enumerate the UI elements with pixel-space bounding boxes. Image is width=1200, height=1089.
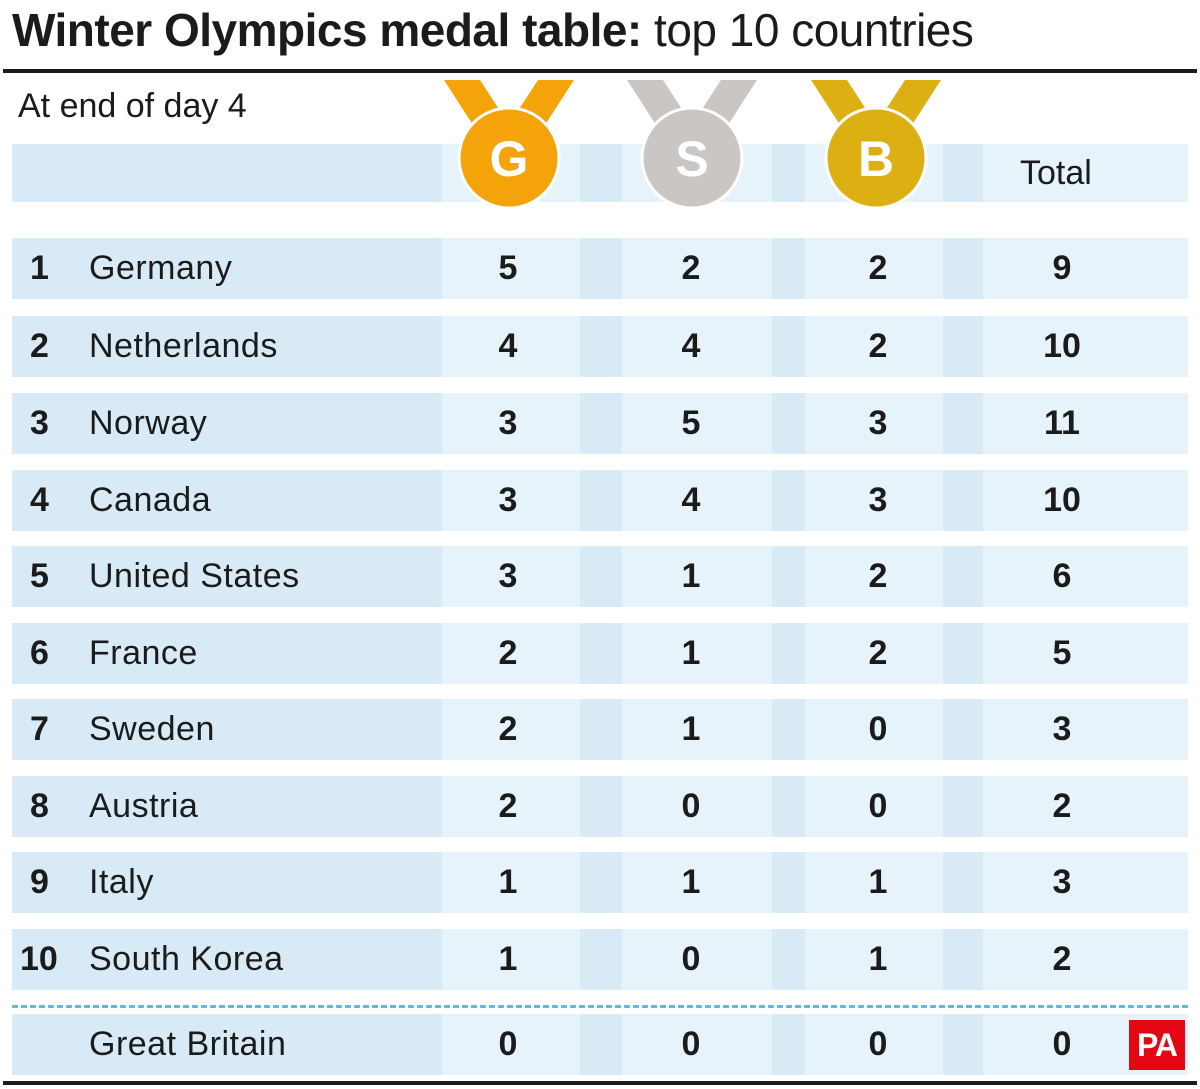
silver-cell: 4 <box>681 327 701 365</box>
title-bold: Winter Olympics medal table: <box>12 4 642 56</box>
silver-cell: 1 <box>681 557 701 595</box>
bronze-cell: 0 <box>868 710 888 748</box>
gold-cell: 4 <box>498 327 518 365</box>
country-cell: Germany <box>89 249 233 287</box>
bronze-cell: 2 <box>868 327 888 365</box>
table-row: 6 France 2 1 2 5 <box>12 623 1188 684</box>
silver-cell: 1 <box>681 710 701 748</box>
country-cell: France <box>89 634 198 672</box>
total-cell: 11 <box>1044 404 1080 442</box>
header-band: Total <box>12 144 1188 202</box>
gold-cell: 1 <box>498 863 518 901</box>
bronze-medal-icon: B <box>811 80 941 210</box>
gold-cell: 0 <box>498 1025 518 1063</box>
silver-cell: 5 <box>681 404 701 442</box>
gold-cell: 1 <box>498 940 518 978</box>
chart-title: Winter Olympics medal table: top 10 coun… <box>12 2 974 58</box>
bronze-letter: B <box>858 131 894 187</box>
table-row: 5 United States 3 1 2 6 <box>12 546 1188 607</box>
silver-cell: 1 <box>681 634 701 672</box>
country-cell: Canada <box>89 481 212 519</box>
dashed-divider <box>12 1005 1188 1008</box>
country-cell: Italy <box>89 863 154 901</box>
table-row: 4 Canada 3 4 3 10 <box>12 470 1188 531</box>
table-row: 1 Germany 5 2 2 9 <box>12 238 1188 299</box>
rank-cell: 6 <box>30 634 49 672</box>
country-cell: Great Britain <box>89 1025 287 1063</box>
rank-cell: 10 <box>20 940 58 978</box>
extra-row-great-britain: Great Britain 0 0 0 0 <box>12 1014 1188 1075</box>
country-cell: Norway <box>89 404 208 442</box>
bronze-cell: 2 <box>868 249 888 287</box>
rank-cell: 8 <box>30 787 49 825</box>
total-cell: 2 <box>1052 787 1072 825</box>
silver-letter: S <box>675 131 708 187</box>
table-row: 8 Austria 2 0 0 2 <box>12 776 1188 837</box>
silver-cell: 0 <box>681 1025 701 1063</box>
table-row: 3 Norway 3 5 3 11 <box>12 393 1188 454</box>
table-row: 2 Netherlands 4 4 2 10 <box>12 316 1188 377</box>
silver-cell: 4 <box>681 481 701 519</box>
rank-cell: 2 <box>30 327 49 365</box>
header-total: Total <box>1020 153 1092 192</box>
gold-cell: 2 <box>498 787 518 825</box>
total-cell: 2 <box>1052 940 1072 978</box>
top-rule <box>3 69 1197 73</box>
silver-cell: 0 <box>681 787 701 825</box>
rank-cell: 4 <box>30 481 49 519</box>
gold-medal-icon: G <box>444 80 574 210</box>
title-light: top 10 countries <box>654 4 974 56</box>
total-cell: 10 <box>1043 327 1081 365</box>
gold-cell: 2 <box>498 634 518 672</box>
silver-cell: 2 <box>681 249 701 287</box>
pa-logo: PA <box>1129 1020 1185 1070</box>
gold-cell: 3 <box>498 481 518 519</box>
total-cell: 10 <box>1043 481 1081 519</box>
bronze-cell: 1 <box>868 940 888 978</box>
country-cell: Sweden <box>89 710 215 748</box>
rank-cell: 7 <box>30 710 49 748</box>
total-cell: 6 <box>1052 557 1072 595</box>
bronze-cell: 0 <box>868 787 888 825</box>
table-row: 10 South Korea 1 0 1 2 <box>12 929 1188 990</box>
rank-cell: 9 <box>30 863 49 901</box>
silver-medal-icon: S <box>627 80 757 210</box>
bronze-cell: 2 <box>868 634 888 672</box>
bronze-cell: 3 <box>868 404 888 442</box>
bronze-cell: 2 <box>868 557 888 595</box>
total-cell: 5 <box>1052 634 1072 672</box>
total-cell: 9 <box>1052 249 1072 287</box>
table-row: 7 Sweden 2 1 0 3 <box>12 699 1188 760</box>
bronze-cell: 1 <box>868 863 888 901</box>
table-row: 9 Italy 1 1 1 3 <box>12 852 1188 913</box>
country-cell: Netherlands <box>89 327 278 365</box>
rank-cell: 1 <box>30 249 49 287</box>
subtitle: At end of day 4 <box>18 87 247 125</box>
gold-letter: G <box>490 131 529 187</box>
gold-cell: 2 <box>498 710 518 748</box>
rank-cell: 3 <box>30 404 49 442</box>
rank-cell: 5 <box>30 557 49 595</box>
total-cell: 0 <box>1052 1025 1072 1063</box>
silver-cell: 1 <box>681 863 701 901</box>
gold-cell: 5 <box>498 249 518 287</box>
country-cell: United States <box>89 557 300 595</box>
total-cell: 3 <box>1052 710 1072 748</box>
bottom-rule <box>3 1081 1197 1085</box>
country-cell: South Korea <box>89 940 284 978</box>
country-cell: Austria <box>89 787 199 825</box>
gold-cell: 3 <box>498 404 518 442</box>
total-cell: 3 <box>1052 863 1072 901</box>
bronze-cell: 3 <box>868 481 888 519</box>
bronze-cell: 0 <box>868 1025 888 1063</box>
silver-cell: 0 <box>681 940 701 978</box>
gold-cell: 3 <box>498 557 518 595</box>
